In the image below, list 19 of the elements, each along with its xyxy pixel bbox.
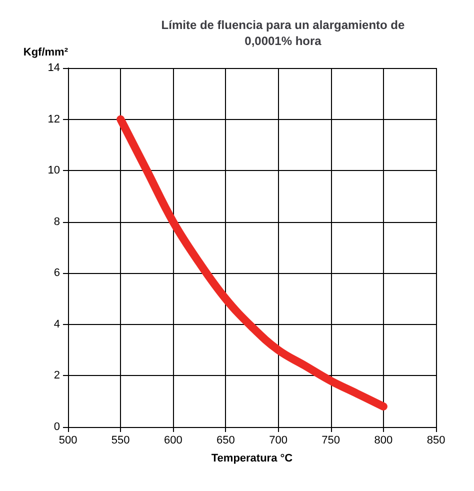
x-tick-label: 800 [374,434,393,446]
y-tick-label: 6 [54,267,60,280]
y-tick-label: 0 [54,421,60,433]
y-tick-label: 14 [48,62,60,74]
x-axis-title: Temperatura °C [211,452,293,464]
y-axis-title: Kgf/mm² [23,46,68,58]
chart-title: Límite de fluencia para un alargamiento de 0,0001% hora [161,18,406,48]
x-tick-label: 850 [426,434,446,446]
x-tick-label: 650 [216,434,235,446]
y-tick-label: 10 [48,164,60,177]
x-tick-label: 550 [111,434,130,446]
y-tick-label: 8 [54,216,60,228]
x-tick-label: 500 [58,434,78,446]
y-tick-label: 2 [54,370,60,382]
x-tick-label: 750 [322,434,340,446]
y-tick-label: 12 [48,113,60,126]
x-tick-label: 700 [269,434,288,446]
x-tick-label: 600 [164,434,182,446]
y-tick-label: 4 [54,318,60,330]
